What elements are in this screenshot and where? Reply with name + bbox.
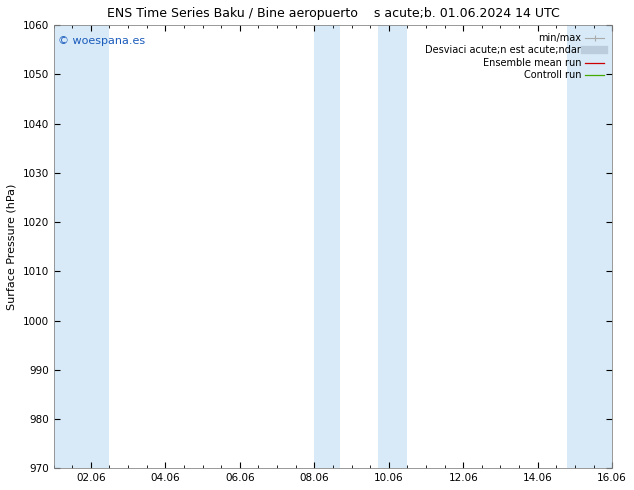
Bar: [54, 25, 110, 468]
Legend: min/max, Desviaci acute;n est acute;ndar, Ensemble mean run, Controll run: min/max, Desviaci acute;n est acute;ndar…: [422, 30, 607, 83]
Bar: [314, 25, 340, 468]
Bar: [378, 25, 408, 468]
Text: © woespana.es: © woespana.es: [58, 36, 145, 47]
Title: ENS Time Series Baku / Bine aeropuerto    s acute;b. 01.06.2024 14 UTC: ENS Time Series Baku / Bine aeropuerto s…: [107, 7, 559, 20]
Y-axis label: Surface Pressure (hPa): Surface Pressure (hPa): [7, 184, 17, 310]
Bar: [567, 25, 631, 468]
